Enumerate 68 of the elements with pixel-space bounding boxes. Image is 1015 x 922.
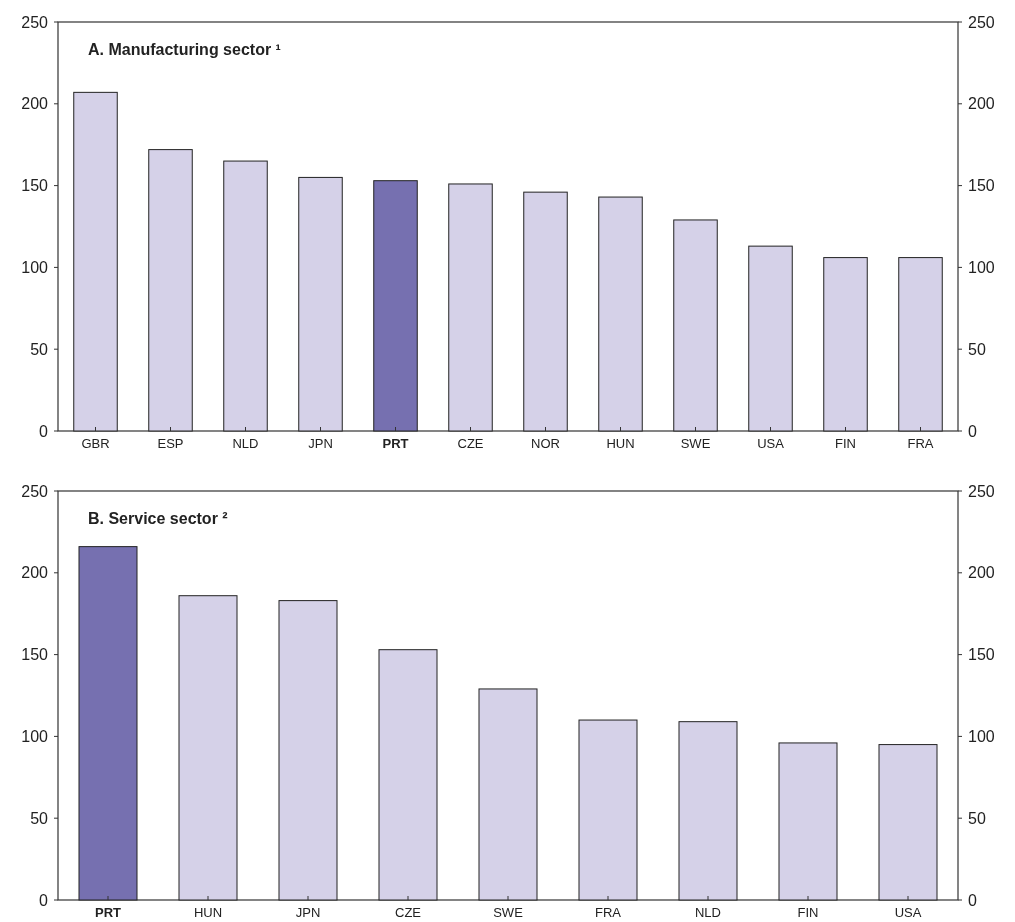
y2-tick-label: 250 — [968, 13, 995, 31]
y-tick-label: 0 — [39, 422, 49, 440]
x-tick-label: FRA — [595, 905, 622, 920]
x-tick-label: USA — [757, 436, 785, 451]
y2-tick-label: 50 — [968, 809, 986, 827]
y2-tick-label: 100 — [968, 728, 995, 745]
text: B. Service sector ² — [88, 510, 228, 527]
x-tick-label: PRT — [95, 905, 122, 920]
y-tick-label: 250 — [21, 13, 49, 31]
bar — [278, 600, 338, 901]
y2-tick-label: 250 — [968, 482, 995, 500]
y2-tick-label: 100 — [968, 259, 995, 276]
x-tick-label: FRA — [907, 436, 934, 451]
bar — [148, 149, 193, 432]
x-tick-label: PRT — [382, 436, 409, 451]
bar — [298, 176, 343, 432]
bar — [478, 688, 538, 901]
x-tick-label: NLD — [694, 905, 722, 920]
bar — [748, 245, 793, 432]
y-tick-label: 50 — [30, 809, 49, 827]
bar — [878, 744, 938, 901]
y-tick-label: 200 — [21, 564, 49, 582]
x-tick-label: NLD — [232, 436, 259, 451]
x-tick-label: GBR — [81, 436, 110, 451]
y2-tick-label: 150 — [968, 646, 995, 664]
x-tick-label: JPN — [308, 436, 333, 451]
x-tick-label: CZE — [457, 436, 484, 451]
bar — [373, 180, 418, 432]
y-tick-label: 200 — [21, 95, 49, 113]
y-tick-label: 100 — [21, 728, 49, 745]
y-tick-label: 250 — [21, 482, 49, 500]
bar — [378, 649, 438, 901]
x-tick-label: ESP — [157, 436, 184, 451]
bar — [448, 183, 493, 432]
bar — [898, 257, 943, 432]
bar — [673, 219, 718, 432]
y-tick-label: 100 — [21, 259, 49, 276]
bar — [523, 191, 568, 432]
y2-tick-label: 200 — [968, 95, 995, 113]
bar — [178, 595, 238, 901]
x-tick-label: FIN — [797, 905, 819, 920]
bar — [778, 742, 838, 901]
bar — [678, 721, 738, 901]
bar — [598, 196, 643, 432]
x-tick-label: FIN — [835, 436, 856, 451]
y2-tick-label: 200 — [968, 564, 995, 582]
y-tick-label: 150 — [21, 177, 49, 195]
x-tick-label: HUN — [606, 436, 635, 451]
x-tick-label: SWE — [680, 436, 711, 451]
bar — [823, 257, 868, 432]
y2-tick-label: 150 — [968, 177, 995, 195]
x-tick-label: USA — [894, 905, 922, 920]
y-tick-label: 150 — [21, 646, 49, 664]
y-tick-label: 50 — [30, 340, 49, 358]
text: A. Manufacturing sector ¹ — [88, 41, 281, 58]
bar — [578, 719, 638, 901]
y2-tick-label: 0 — [968, 422, 977, 440]
x-tick-label: HUN — [193, 905, 223, 920]
bar — [223, 160, 268, 432]
bar — [73, 91, 118, 432]
y-tick-label: 0 — [39, 891, 49, 909]
bar — [78, 546, 138, 901]
x-tick-label: NOR — [531, 436, 560, 451]
y2-tick-label: 50 — [968, 340, 986, 358]
x-tick-label: SWE — [493, 905, 524, 920]
x-tick-label: JPN — [295, 905, 321, 920]
y2-tick-label: 0 — [968, 891, 977, 909]
x-tick-label: CZE — [395, 905, 422, 920]
